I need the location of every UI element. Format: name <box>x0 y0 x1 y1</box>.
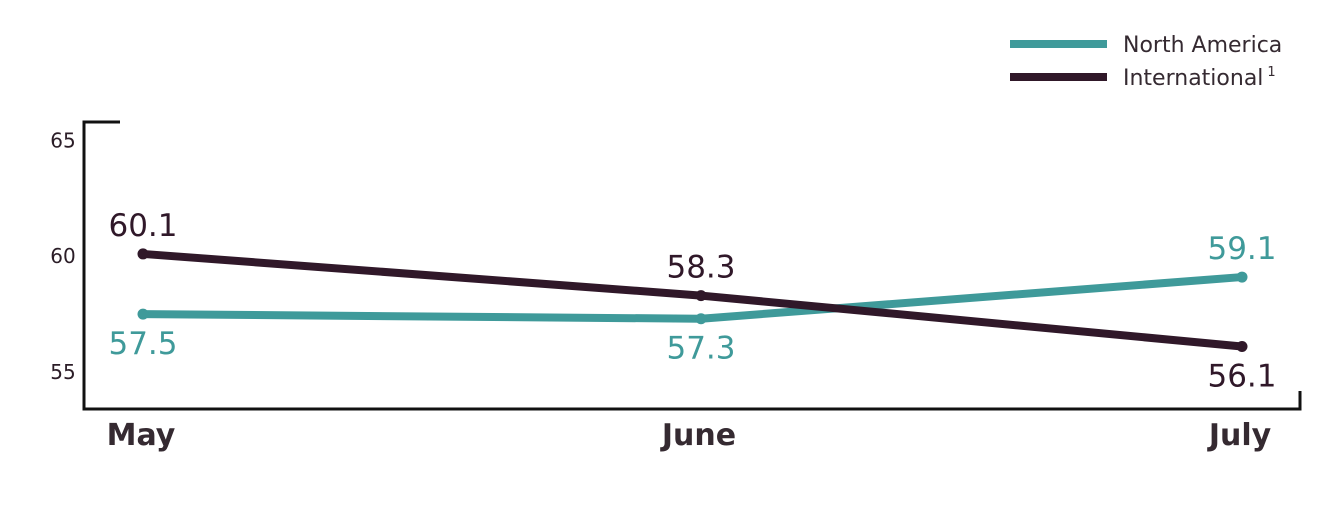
data-label-north-america: 59.1 <box>1207 231 1276 267</box>
data-point-international <box>137 248 149 260</box>
y-tick-label: 60 <box>50 244 75 268</box>
data-label-international: 56.1 <box>1207 359 1276 395</box>
legend-label-text: North America <box>1123 33 1282 58</box>
x-category-label: June <box>660 418 736 453</box>
data-point-international <box>695 290 707 302</box>
axis-frame <box>82 120 1302 411</box>
data-point-north-america <box>1236 271 1248 283</box>
data-label-north-america: 57.3 <box>666 331 735 367</box>
data-label-international: 60.1 <box>108 208 177 244</box>
legend-label-text: International <box>1123 66 1263 91</box>
y-axis-ticks: 55 60 65 <box>50 129 75 384</box>
y-tick-label: 55 <box>50 360 75 384</box>
x-category-label: May <box>107 418 176 453</box>
data-label-international: 58.3 <box>666 250 735 286</box>
legend-footnote-marker: 1 <box>1267 65 1275 80</box>
axes <box>82 120 1302 411</box>
x-axis-categories: May June July <box>107 418 1272 453</box>
data-point-north-america <box>695 313 707 325</box>
y-tick-label: 65 <box>50 129 75 153</box>
data-labels: 57.5 57.3 59.1 60.1 58.3 56.1 <box>108 208 1276 395</box>
data-point-north-america <box>137 308 149 320</box>
data-point-international <box>1236 341 1248 353</box>
data-label-north-america: 57.5 <box>108 326 177 362</box>
legend: North America International 1 <box>1010 33 1282 91</box>
series-lines <box>137 248 1248 353</box>
legend-label-international: International 1 <box>1123 65 1276 91</box>
x-category-label: July <box>1207 418 1272 453</box>
legend-label-north-america: North America <box>1123 33 1282 58</box>
